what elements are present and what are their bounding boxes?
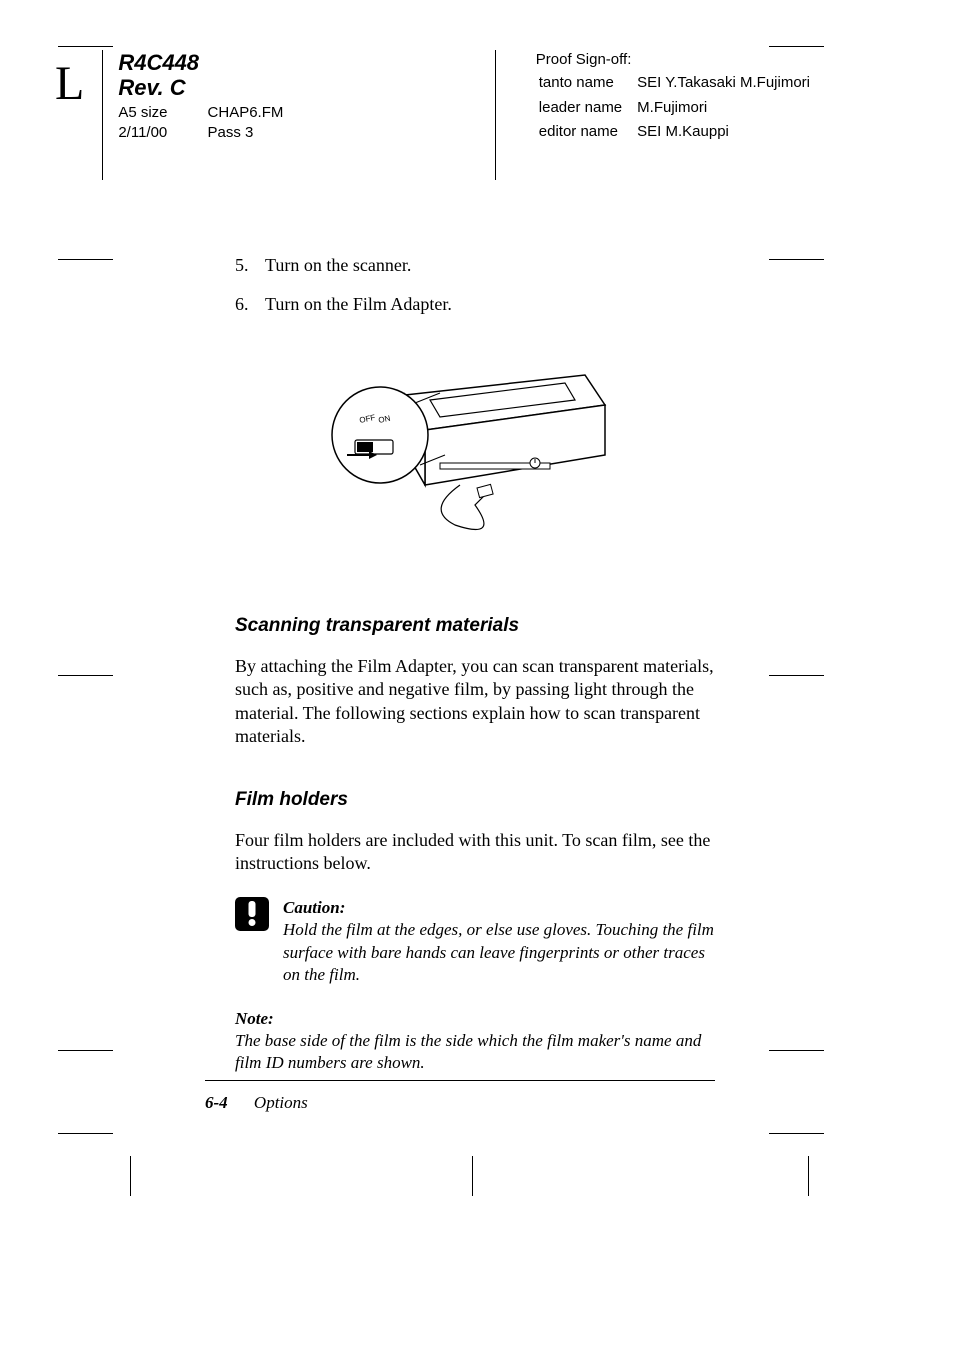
footer: 6-4 Options	[205, 1093, 308, 1113]
header-left: L R4C448 Rev. C A5 size 2/11/00 CHAP6.FM…	[55, 50, 283, 185]
crop-mark	[769, 46, 824, 47]
vertical-rule	[495, 50, 496, 180]
crop-mark	[58, 1133, 113, 1134]
caution-label: Caution:	[283, 898, 345, 917]
proof-val: SEI M.Kauppi	[636, 121, 822, 143]
step-item: 5. Turn on the scanner.	[235, 255, 715, 276]
crop-mark	[58, 1050, 113, 1051]
crop-mark	[769, 259, 824, 260]
doc-id-line2: Rev. C	[118, 75, 283, 100]
figure-scanner: OFF ON	[235, 355, 715, 555]
side-letter: L	[55, 60, 84, 185]
step-number: 5.	[235, 255, 265, 276]
proof-role: leader name	[538, 97, 634, 119]
header-right: Proof Sign-off: tanto name SEI Y.Takasak…	[495, 50, 824, 180]
proof-row: leader name M.Fujimori	[538, 97, 822, 119]
body-content: 5. Turn on the scanner. 6. Turn on the F…	[235, 255, 715, 1074]
step-item: 6. Turn on the Film Adapter.	[235, 294, 715, 315]
crop-mark	[769, 675, 824, 676]
note-block: Note: The base side of the film is the s…	[235, 1008, 715, 1074]
page-size: A5 size	[118, 103, 167, 123]
proof-signoff: Proof Sign-off: tanto name SEI Y.Takasak…	[536, 50, 824, 180]
crop-mark	[472, 1156, 473, 1196]
doc-info: R4C448 Rev. C A5 size 2/11/00 CHAP6.FM P…	[118, 50, 283, 185]
heading-film-holders: Film holders	[235, 789, 715, 811]
page: L R4C448 Rev. C A5 size 2/11/00 CHAP6.FM…	[0, 0, 954, 1351]
doc-header: L R4C448 Rev. C A5 size 2/11/00 CHAP6.FM…	[55, 50, 824, 185]
crop-mark	[769, 1050, 824, 1051]
crop-mark	[808, 1156, 809, 1196]
proof-row: editor name SEI M.Kauppi	[538, 121, 822, 143]
page-number: 6-4	[205, 1093, 228, 1112]
crop-mark	[769, 1133, 824, 1134]
note-body: The base side of the film is the side wh…	[235, 1030, 715, 1074]
caution-icon	[235, 897, 269, 931]
heading-scanning: Scanning transparent materials	[235, 615, 715, 637]
step-number: 6.	[235, 294, 265, 315]
crop-mark	[58, 259, 113, 260]
step-text: Turn on the Film Adapter.	[265, 294, 452, 315]
date: 2/11/00	[118, 123, 167, 143]
caution-block: Caution: Hold the film at the edges, or …	[235, 897, 715, 985]
proof-role: editor name	[538, 121, 634, 143]
paragraph: Four film holders are included with this…	[235, 829, 715, 876]
step-list: 5. Turn on the scanner. 6. Turn on the F…	[235, 255, 715, 315]
footer-rule	[205, 1080, 715, 1081]
crop-mark	[130, 1156, 131, 1196]
scanner-illustration: OFF ON	[325, 355, 625, 555]
step-text: Turn on the scanner.	[265, 255, 411, 276]
proof-val: SEI Y.Takasaki M.Fujimori	[636, 72, 822, 94]
footer-section: Options	[254, 1093, 308, 1112]
paragraph: By attaching the Film Adapter, you can s…	[235, 655, 715, 749]
note-label: Note:	[235, 1008, 715, 1030]
pass: Pass 3	[208, 123, 284, 143]
proof-table: tanto name SEI Y.Takasaki M.Fujimori lea…	[536, 70, 824, 145]
caution-body: Hold the film at the edges, or else use …	[283, 920, 714, 983]
vertical-rule	[102, 50, 103, 180]
file: CHAP6.FM	[208, 103, 284, 123]
proof-title: Proof Sign-off:	[536, 50, 824, 70]
proof-role: tanto name	[538, 72, 634, 94]
proof-row: tanto name SEI Y.Takasaki M.Fujimori	[538, 72, 822, 94]
caution-text: Caution: Hold the film at the edges, or …	[283, 897, 715, 985]
crop-mark	[58, 46, 113, 47]
doc-id-line1: R4C448	[118, 50, 283, 75]
proof-val: M.Fujimori	[636, 97, 822, 119]
crop-mark	[58, 675, 113, 676]
